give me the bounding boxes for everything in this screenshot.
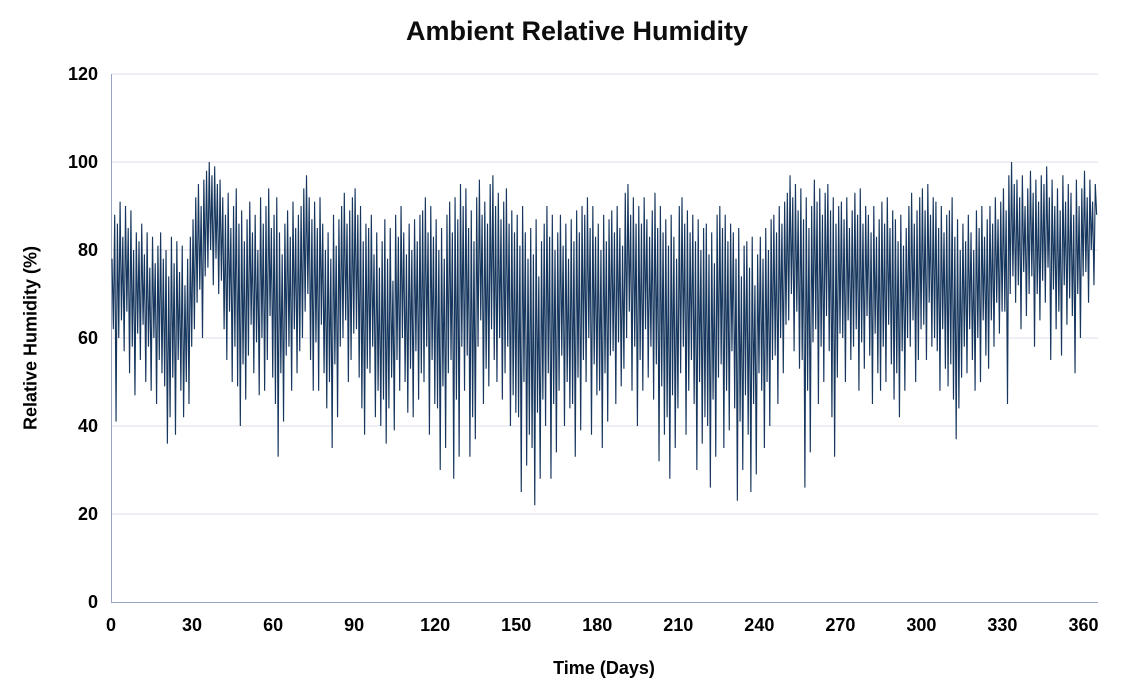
y-tick-label: 100 [67,152,98,172]
x-tick-label: 30 [182,615,203,635]
chart-title: Ambient Relative Humidity [405,16,749,46]
y-tick-label: 20 [77,504,98,524]
x-tick-label: 210 [663,615,694,635]
x-tick-label: 300 [906,615,937,635]
y-tick-label: 0 [87,592,98,612]
x-tick-label: 150 [501,615,532,635]
humidity-series-line [111,161,1098,506]
x-tick-label: 120 [420,615,451,635]
x-tick-label: 240 [744,615,775,635]
x-tick-label: 360 [1068,615,1099,635]
x-tick-label: 330 [987,615,1018,635]
y-tick-label: 40 [77,416,98,436]
x-tick-label: 0 [105,615,117,635]
y-tick-label: 60 [77,328,98,348]
x-tick-label: 180 [582,615,613,635]
y-tick-label: 80 [77,240,98,260]
x-tick-label: 60 [263,615,284,635]
humidity-line-chart-svg [111,73,1098,515]
x-tick-label: 270 [825,615,856,635]
x-axis-title: Time (Days) [553,658,655,678]
plot-area [111,73,1098,603]
y-tick-label: 120 [67,64,98,84]
x-tick-label: 90 [344,615,365,635]
